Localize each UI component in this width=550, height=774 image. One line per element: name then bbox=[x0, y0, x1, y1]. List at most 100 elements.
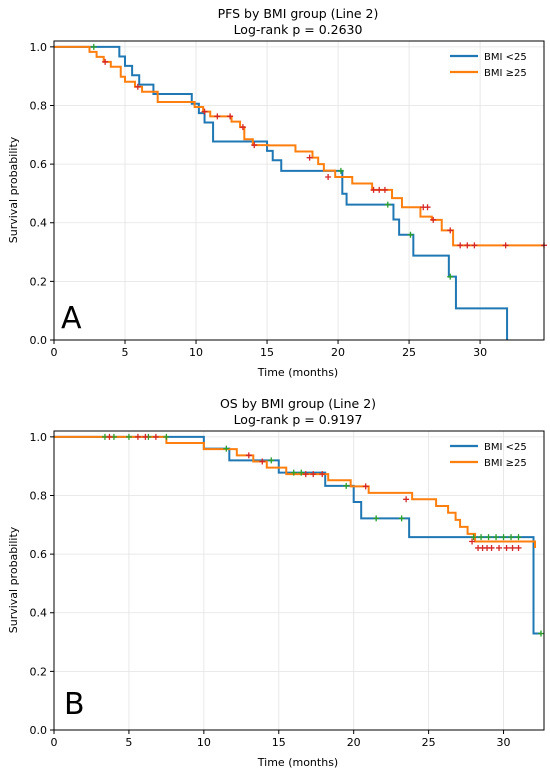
pfs-censor-mark-bmi-high bbox=[251, 142, 258, 149]
os-y-tick-label: 0.2 bbox=[30, 665, 48, 678]
pfs-y-tick-label: 0.8 bbox=[30, 99, 48, 112]
pfs-censor-mark-bmi-high bbox=[381, 186, 388, 193]
os-censor-mark-bmi-low bbox=[470, 534, 477, 541]
os-censor-mark-bmi-low bbox=[398, 515, 405, 522]
os-censor-mark-bmi-low bbox=[508, 534, 515, 541]
os-censor-mark-bmi-high bbox=[142, 433, 149, 440]
os-y-axis-label: Survival probability bbox=[7, 526, 20, 633]
pfs-x-tick-label: 0 bbox=[51, 346, 58, 359]
pfs-censor-mark-bmi-high bbox=[201, 108, 208, 115]
pfs-x-tick-label: 30 bbox=[473, 346, 487, 359]
os-censor-mark-bmi-low bbox=[163, 433, 170, 440]
pfs-y-tick-label: 0.2 bbox=[30, 275, 48, 288]
pfs-censor-mark-bmi-high bbox=[325, 174, 332, 181]
os-curve-bmi-low bbox=[54, 435, 542, 635]
os-censor-mark-bmi-low bbox=[500, 534, 507, 541]
os-title: OS by BMI group (Line 2) bbox=[220, 396, 376, 411]
os-x-tick-label: 30 bbox=[497, 736, 511, 749]
pfs-x-axis-label: Time (months) bbox=[257, 366, 338, 379]
pfs-censor-mark-bmi-high bbox=[214, 113, 221, 120]
os-censor-mark-bmi-low bbox=[538, 630, 545, 637]
pfs-censor-mark-bmi-high bbox=[306, 154, 313, 161]
os-legend: BMI <25 BMI ≥25 bbox=[450, 442, 527, 469]
os-x-tick-label: 20 bbox=[347, 736, 361, 749]
pfs-legend: BMI <25 BMI ≥25 bbox=[450, 52, 527, 79]
pfs-title: PFS by BMI group (Line 2) bbox=[218, 6, 379, 21]
os-censor-mark-bmi-high bbox=[319, 471, 326, 478]
pfs-legend-bmi-low: BMI <25 bbox=[484, 52, 527, 63]
pfs-censor-mark-bmi-high bbox=[447, 227, 454, 234]
os-censor-mark-bmi-high bbox=[509, 544, 516, 551]
os-y-tick-label: 0.0 bbox=[30, 724, 48, 737]
pfs-y-tick-label: 0.4 bbox=[30, 217, 48, 230]
pfs-censor-mark-bmi-high bbox=[457, 242, 464, 249]
pfs-panel-label: A bbox=[61, 301, 82, 336]
pfs-censor-mark-bmi-low bbox=[384, 201, 391, 208]
pfs-y-axis-label: Survival probability bbox=[7, 136, 20, 243]
os-censor-mark-bmi-high bbox=[362, 483, 369, 490]
os-subtitle: Log-rank p = 0.9197 bbox=[234, 412, 363, 427]
pfs-censor-mark-bmi-high bbox=[102, 58, 109, 65]
os-censor-mark-bmi-low bbox=[478, 534, 485, 541]
pfs-panel: PFS by BMI group (Line 2) Log-rank p = 0… bbox=[7, 6, 547, 379]
os-censor-mark-bmi-low bbox=[268, 457, 275, 464]
pfs-censor-mark-bmi-low bbox=[447, 273, 454, 280]
os-y-tick-label: 0.8 bbox=[30, 489, 48, 502]
os-x-tick-label: 25 bbox=[422, 736, 436, 749]
pfs-x-tick-label: 20 bbox=[331, 346, 345, 359]
pfs-censor-mark-bmi-high bbox=[227, 113, 234, 120]
pfs-censor-mark-bmi-high bbox=[370, 186, 377, 193]
pfs-x-tick-label: 25 bbox=[402, 346, 416, 359]
os-x-tick-label: 0 bbox=[51, 736, 58, 749]
os-censor-mark-bmi-low bbox=[343, 482, 350, 489]
pfs-curve-bmi-high bbox=[54, 45, 544, 247]
pfs-y-tick-label: 0.6 bbox=[30, 158, 48, 171]
pfs-subtitle: Log-rank p = 0.2630 bbox=[234, 22, 363, 37]
pfs-censor-mark-bmi-high bbox=[502, 242, 509, 249]
os-censor-mark-bmi-low bbox=[493, 534, 500, 541]
pfs-plot-frame bbox=[53, 40, 545, 341]
os-censor-mark-bmi-high bbox=[496, 544, 503, 551]
os-censor-mark-bmi-low bbox=[373, 515, 380, 522]
pfs-censor-mark-bmi-high bbox=[134, 83, 141, 90]
os-censor-mark-bmi-high bbox=[503, 544, 510, 551]
pfs-x-tick-label: 15 bbox=[260, 346, 274, 359]
os-legend-bmi-high: BMI ≥25 bbox=[484, 458, 527, 469]
pfs-censor-mark-bmi-high bbox=[376, 186, 383, 193]
pfs-legend-bmi-high: BMI ≥25 bbox=[484, 68, 527, 79]
pfs-censor-mark-bmi-high bbox=[471, 242, 478, 249]
pfs-x-tick-label: 10 bbox=[189, 346, 203, 359]
os-censor-mark-bmi-high bbox=[403, 496, 410, 503]
os-censor-mark-bmi-low bbox=[485, 534, 492, 541]
os-censor-mark-bmi-low bbox=[298, 469, 305, 476]
os-panel: OS by BMI group (Line 2) Log-rank p = 0.… bbox=[7, 396, 545, 769]
os-censor-mark-bmi-high bbox=[488, 544, 495, 551]
pfs-x-tick-label: 5 bbox=[122, 346, 129, 359]
os-y-tick-label: 0.4 bbox=[30, 607, 48, 620]
os-censor-mark-bmi-high bbox=[152, 433, 159, 440]
os-censor-mark-bmi-high bbox=[259, 458, 266, 465]
os-censor-mark-bmi-low bbox=[290, 469, 297, 476]
os-legend-bmi-low: BMI <25 bbox=[484, 442, 527, 453]
os-censor-mark-bmi-high bbox=[310, 471, 317, 478]
os-censor-mark-bmi-high bbox=[245, 452, 252, 459]
os-censor-mark-bmi-low bbox=[223, 445, 230, 452]
os-x-tick-label: 5 bbox=[125, 736, 132, 749]
pfs-censor-mark-bmi-high bbox=[430, 216, 437, 223]
os-curve-bmi-high bbox=[54, 435, 537, 548]
pfs-censor-mark-bmi-high bbox=[424, 204, 431, 211]
pfs-y-tick-label: 0.0 bbox=[30, 334, 48, 347]
os-censor-mark-bmi-low bbox=[125, 433, 132, 440]
os-censor-mark-bmi-high bbox=[302, 471, 309, 478]
os-x-axis-label: Time (months) bbox=[257, 756, 338, 769]
pfs-censor-mark-bmi-low bbox=[337, 167, 344, 174]
os-censor-mark-bmi-high bbox=[469, 538, 476, 545]
os-x-tick-label: 10 bbox=[197, 736, 211, 749]
pfs-y-tick-label: 1.0 bbox=[30, 41, 48, 54]
pfs-censor-mark-bmi-low bbox=[90, 43, 97, 50]
os-panel-label: B bbox=[64, 687, 85, 722]
os-censor-mark-bmi-high bbox=[515, 544, 522, 551]
pfs-curve-bmi-low bbox=[54, 45, 509, 340]
pfs-censor-mark-bmi-low bbox=[407, 231, 414, 238]
os-censor-mark-bmi-low bbox=[515, 534, 522, 541]
